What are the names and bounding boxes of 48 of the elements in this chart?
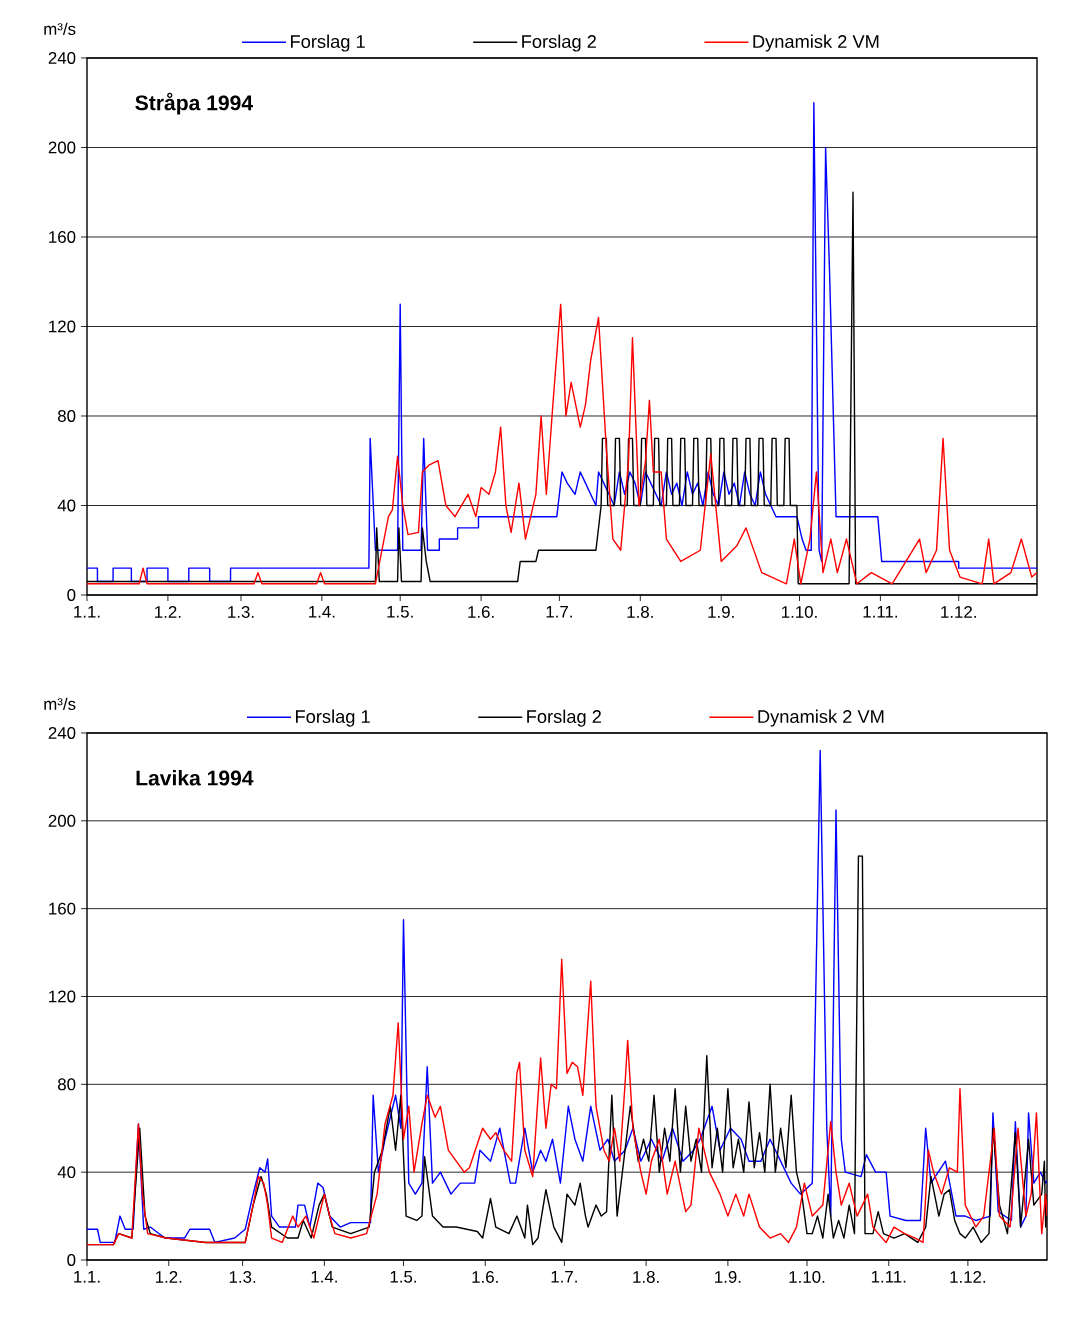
y-tick-label: 40	[57, 499, 76, 512]
x-tick-label: 1.2.	[155, 605, 181, 618]
x-tick-label: 1.4.	[309, 605, 335, 618]
x-tick-label: 1.1.	[74, 1270, 100, 1283]
y-tick-label: 160	[49, 231, 76, 243]
y-tick-label: 40	[57, 1166, 76, 1179]
y-tick-label: 0	[67, 589, 76, 601]
y-tick-label: 240	[48, 727, 76, 739]
x-tick-label: 1.9.	[715, 1270, 741, 1283]
x-tick-label: 1.10.	[789, 1270, 825, 1283]
x-tick-label: 1.1.	[74, 605, 100, 618]
y-tick-label: 0	[67, 1254, 76, 1266]
legend-label: Dynamisk 2 VM	[753, 34, 879, 52]
text: Lavika 1994	[136, 770, 254, 786]
x-tick-label: 1.5.	[387, 605, 413, 618]
x-tick-label: 1.2.	[155, 1270, 182, 1283]
x-tick-label: 1.11.	[871, 1270, 906, 1283]
x-tick-label: 1.7.	[551, 1270, 577, 1283]
y-tick-label: 120	[49, 990, 76, 1003]
y-tick-label: 200	[48, 814, 76, 827]
x-tick-label: 1.3.	[228, 605, 254, 618]
legend-label: Forslag 2	[522, 34, 596, 52]
y-axis-title: m³/s	[44, 22, 76, 36]
x-tick-label: 1.9.	[708, 605, 734, 618]
y-tick-label: 80	[58, 1078, 76, 1091]
y-tick-label: 200	[48, 141, 76, 154]
x-tick-label: 1.8.	[633, 1270, 659, 1283]
text: Stråpa 1994	[135, 92, 253, 115]
y-axis-title: m³/s	[44, 697, 76, 711]
y-tick-label: 160	[49, 902, 76, 915]
x-tick-label: 1.7.	[546, 605, 572, 618]
x-tick-label: 1.5.	[390, 1270, 417, 1283]
y-tick-label: 240	[48, 52, 76, 64]
x-tick-label: 1.8.	[627, 605, 653, 618]
x-tick-label: 1.6.	[472, 1270, 498, 1283]
legend-label: Forslag 1	[291, 34, 365, 52]
y-tick-label: 80	[58, 410, 76, 422]
legend-label: Dynamisk 2 VM	[758, 709, 884, 727]
x-tick-label: 1.3.	[229, 1270, 256, 1283]
y-tick-label: 120	[49, 320, 76, 333]
x-tick-label: 1.12.	[950, 1270, 986, 1283]
x-tick-label: 1.12.	[941, 605, 976, 618]
x-tick-label: 1.11.	[863, 605, 898, 618]
legend-label: Forslag 2	[527, 709, 601, 727]
legend-label: Forslag 1	[296, 709, 370, 727]
x-tick-label: 1.10.	[782, 605, 817, 618]
x-tick-label: 1.6.	[468, 605, 494, 618]
x-tick-label: 1.4.	[311, 1270, 337, 1283]
